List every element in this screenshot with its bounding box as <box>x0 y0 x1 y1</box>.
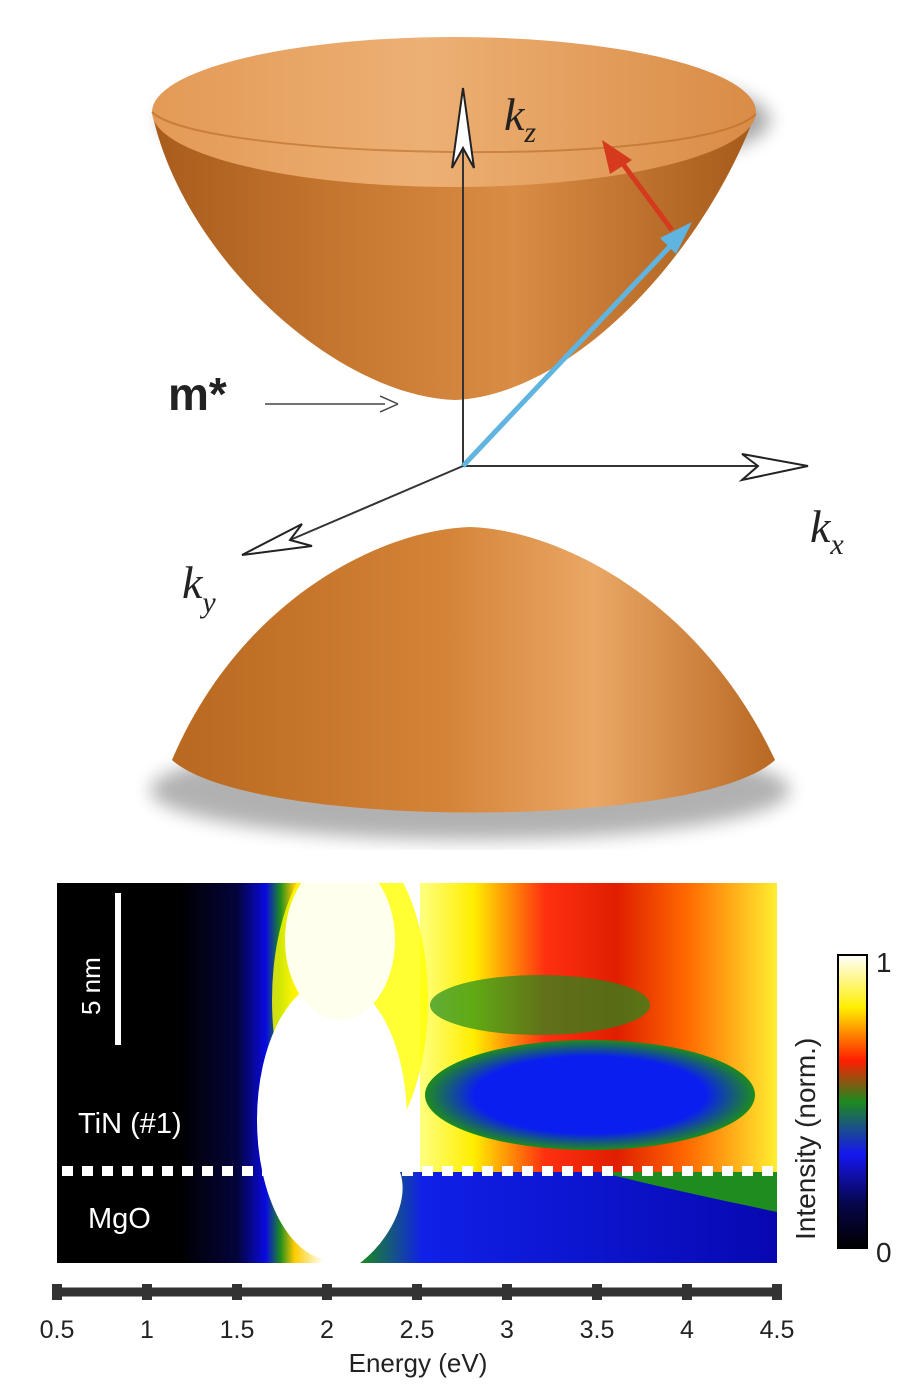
heatmap-blue-region <box>425 1040 755 1150</box>
kz-label: kz <box>504 89 536 149</box>
x-tick-mark <box>682 1284 692 1300</box>
colorbar-max-label: 1 <box>876 947 892 978</box>
colorbar-title: Intensity (norm.) <box>790 1038 821 1240</box>
ky-arrowhead <box>241 523 313 556</box>
colorbar-min-label: 0 <box>876 1237 892 1268</box>
valence-band-surface <box>172 527 775 813</box>
heatmap-plasmon-peak <box>257 980 407 1260</box>
x-tick-label: 4 <box>680 1316 694 1344</box>
mgo-layer-label: MgO <box>88 1203 151 1235</box>
x-tick-mark <box>412 1284 422 1300</box>
kz-arrowhead <box>451 87 475 169</box>
x-tick-label: 3.5 <box>580 1316 615 1344</box>
band-structure-diagram: m* kz kx ky <box>150 37 844 840</box>
x-tick-mark <box>52 1284 62 1300</box>
conduction-band-surface <box>152 112 755 400</box>
x-tick-label: 1 <box>140 1316 154 1344</box>
x-axis-label: Energy (eV) <box>349 1348 488 1378</box>
kx-arrowhead <box>738 453 809 482</box>
eels-heatmap: 5 nm TiN (#1) MgO 1 0 Intensity (norm.) … <box>40 883 892 1378</box>
x-tick-mark <box>592 1284 602 1300</box>
x-tick-mark <box>232 1284 242 1300</box>
x-tick-mark <box>772 1284 782 1300</box>
colorbar <box>837 954 868 1249</box>
spin-arrow <box>617 158 675 232</box>
x-tick-label: 2 <box>320 1316 334 1344</box>
kx-label: kx <box>810 501 844 561</box>
energy-axis: 0.5 1 1.5 2 2.5 3 3.5 4 4.5 Energy (eV) <box>40 1284 795 1378</box>
x-tick-label: 1.5 <box>220 1316 255 1344</box>
effective-mass-label: m* <box>168 368 227 420</box>
x-tick-mark <box>322 1284 332 1300</box>
scale-bar-label: 5 nm <box>76 957 106 1015</box>
x-tick-label: 2.5 <box>400 1316 435 1344</box>
ky-label: ky <box>182 557 216 619</box>
x-tick-mark <box>142 1284 152 1300</box>
x-tick-mark <box>502 1284 512 1300</box>
heatmap-mgo-region <box>360 1172 777 1263</box>
x-tick-label: 0.5 <box>40 1316 75 1344</box>
tin-layer-label: TiN (#1) <box>78 1108 182 1140</box>
wavevector-arrow <box>461 238 678 468</box>
x-tick-label: 3 <box>500 1316 514 1344</box>
x-tick-label: 4.5 <box>760 1316 795 1344</box>
